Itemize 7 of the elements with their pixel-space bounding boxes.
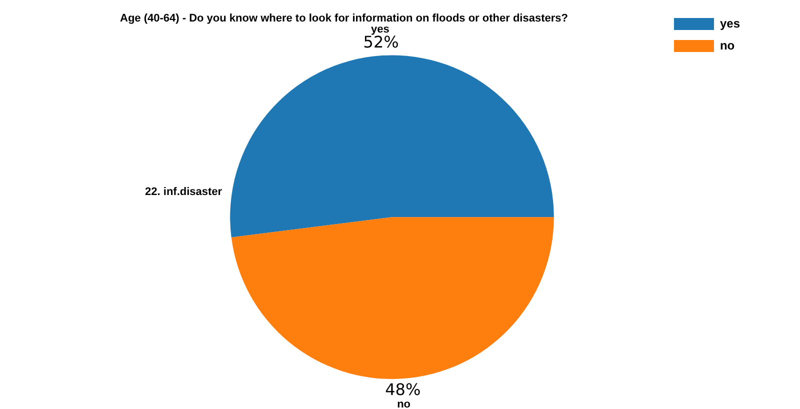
text: 22. inf.disaster — [145, 186, 223, 198]
chart-title: Age (40-64) - Do you know where to look for information on floods or other disasters? — [120, 12, 568, 25]
slice-label: yes — [371, 24, 390, 36]
legend-label: no — [720, 38, 735, 52]
legend-label: yes — [720, 16, 740, 30]
slice-label: no — [397, 398, 411, 409]
data-label: 48% — [385, 380, 421, 399]
